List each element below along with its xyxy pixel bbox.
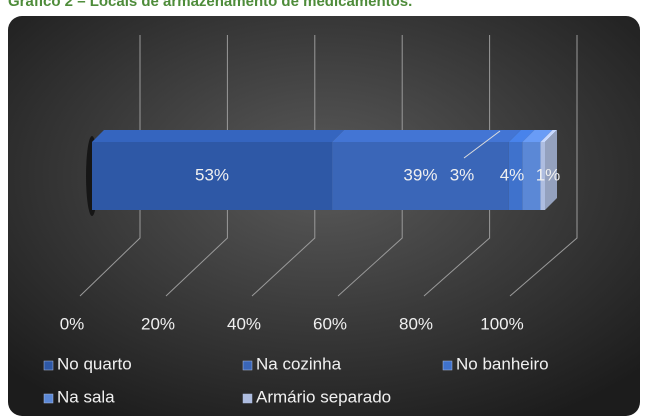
data-label: 39% (403, 165, 437, 184)
data-label: 3% (450, 165, 475, 184)
legend-marker (242, 360, 253, 371)
grid-line (79, 35, 141, 297)
bar-top (92, 130, 345, 142)
bar (508, 142, 523, 210)
bar-top (508, 130, 535, 142)
x-tick-label: 40% (227, 314, 261, 333)
data-label: 53% (195, 165, 229, 184)
x-tick-label: 60% (313, 314, 347, 333)
chart-title: Gráfico 2 – Locais de armazenamento de m… (8, 0, 412, 10)
legend-label: Armário separado (256, 387, 391, 406)
legend-label: No quarto (57, 354, 132, 373)
data-label: 4% (500, 165, 525, 184)
data-label: 1% (536, 165, 561, 184)
x-tick-label: 100% (480, 314, 523, 333)
legend-label: No banheiro (456, 354, 549, 373)
chart-background (8, 16, 640, 416)
grid: 0% 20% 40% 60% 80% 100% (60, 35, 578, 333)
grid-line (337, 35, 403, 297)
bar (522, 142, 541, 210)
grid-line (423, 35, 491, 297)
x-tick-label: 80% (399, 314, 433, 333)
legend-marker (43, 360, 54, 371)
bar-side (545, 130, 557, 210)
bar-top (522, 130, 553, 142)
bars: 53% 39% 3% 4% 1% (86, 130, 560, 216)
legend-label: Na cozinha (256, 354, 342, 373)
bar (332, 142, 509, 210)
bar-top (540, 130, 557, 142)
leader-line (463, 130, 501, 159)
legend-marker (442, 360, 453, 371)
legend-label: Na sala (57, 387, 115, 406)
bar-top (332, 130, 521, 142)
grid-line (165, 35, 228, 297)
legend-marker (43, 393, 54, 404)
grid-line (251, 35, 316, 297)
legend: No quarto Na cozinha No banheiro Na sala Arm… (43, 354, 549, 406)
bar (540, 142, 545, 210)
bar (92, 142, 333, 210)
x-tick-label: 0% (60, 314, 85, 333)
grid-line (509, 35, 578, 297)
legend-marker (242, 393, 253, 404)
x-tick-label: 20% (141, 314, 175, 333)
